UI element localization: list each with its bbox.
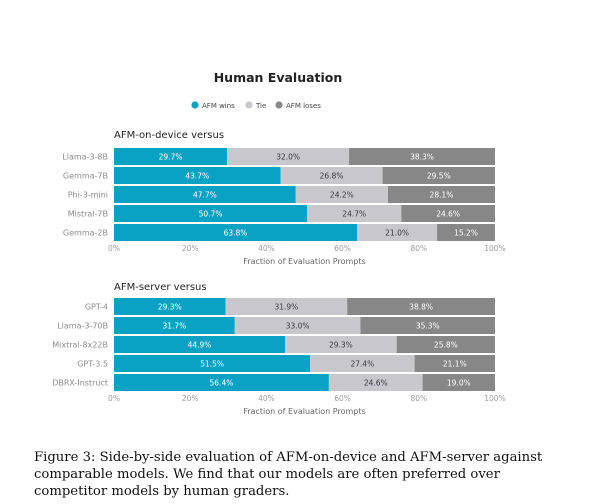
panel-server: AFM-server versus GPT-4 29.3% 31.9% 38.8% Ll…: [52, 282, 506, 416]
legend-marker-wins: [191, 101, 199, 109]
bar-segment-lose: [382, 167, 495, 184]
data-label: 63.8%: [224, 229, 248, 238]
tick-label: 40%: [258, 394, 275, 403]
bar-segment-win: [114, 224, 358, 241]
category-label: Mixtral-8x22B: [52, 341, 108, 350]
data-label: 47.7%: [193, 191, 217, 200]
data-label: 56.4%: [210, 379, 234, 388]
bar-segment-win: [114, 317, 235, 334]
bar-segment-tie: [285, 336, 397, 353]
tick-label: 0%: [108, 244, 120, 253]
bar-segment-win: [114, 298, 226, 315]
data-label: 29.7%: [159, 153, 183, 162]
data-label: 19.0%: [447, 379, 471, 388]
data-label: 24.6%: [436, 210, 460, 219]
bar-segment-tie: [234, 317, 361, 334]
tick-label: 100%: [484, 394, 505, 403]
legend-label-wins: AFM wins: [202, 102, 235, 110]
data-label: 26.8%: [320, 172, 344, 181]
chart-title: Human Evaluation: [214, 70, 343, 85]
data-label: 29.5%: [427, 172, 451, 181]
category-label: Llama-3-70B: [57, 322, 108, 331]
bar-segment-win: [114, 355, 311, 372]
data-label: 43.7%: [185, 172, 209, 181]
bar-segment-win: [114, 336, 286, 353]
data-label: 51.5%: [200, 360, 224, 369]
bar-segment-lose: [360, 317, 495, 334]
data-label: 24.2%: [330, 191, 354, 200]
category-label: GPT-3.5: [77, 360, 108, 369]
bar-segment-win: [114, 205, 308, 222]
data-label: 50.7%: [199, 210, 223, 219]
legend-label-loses: AFM loses: [286, 102, 321, 110]
data-label: 29.3%: [158, 303, 182, 312]
bar-segment-lose: [437, 224, 495, 241]
data-label: 15.2%: [454, 229, 478, 238]
tick-label: 40%: [258, 244, 275, 253]
panel-title: AFM-server versus: [114, 282, 207, 293]
panel-on-device: AFM-on-device versus Llama-3-8B 29.7% 32.0…: [62, 130, 505, 266]
data-label: 24.6%: [364, 379, 388, 388]
bar-segment-win: [114, 374, 329, 391]
x-axis-label: Fraction of Evaluation Prompts: [243, 407, 365, 416]
bar-segment-lose: [401, 205, 495, 222]
data-label: 44.9%: [188, 341, 212, 350]
data-label: 28.1%: [430, 191, 454, 200]
tick-label: 80%: [410, 244, 427, 253]
bar-segment-tie: [280, 167, 383, 184]
bar-segment-lose: [396, 336, 495, 353]
bar-segment-tie: [225, 298, 348, 315]
data-label: 32.0%: [276, 153, 300, 162]
legend-marker-loses: [275, 101, 283, 109]
bar-segment-tie: [295, 186, 388, 203]
bar-segment-lose: [349, 148, 495, 165]
bar-segment-tie: [310, 355, 415, 372]
data-label: 31.7%: [162, 322, 186, 331]
category-label: Mistral-7B: [68, 210, 108, 219]
evaluation-figure: Human Evaluation AFM wins Tie AFM loses …: [52, 70, 506, 416]
bar-segment-win: [114, 167, 281, 184]
data-label: 38.8%: [409, 303, 433, 312]
bar-segment-tie: [357, 224, 438, 241]
data-label: 25.8%: [434, 341, 458, 350]
tick-label: 20%: [182, 394, 199, 403]
data-label: 29.3%: [329, 341, 353, 350]
data-label: 24.7%: [342, 210, 366, 219]
data-label: 21.0%: [385, 229, 409, 238]
legend-label-tie: Tie: [255, 102, 266, 110]
data-label: 33.0%: [286, 322, 310, 331]
bar-segment-tie: [328, 374, 423, 391]
bar-segment-tie: [307, 205, 402, 222]
data-label: 35.3%: [416, 322, 440, 331]
category-label: Llama-3-8B: [62, 153, 108, 162]
tick-label: 20%: [182, 244, 199, 253]
bar-segment-tie: [227, 148, 350, 165]
data-label: 31.9%: [274, 303, 298, 312]
data-label: 21.1%: [443, 360, 467, 369]
tick-label: 100%: [484, 244, 505, 253]
bar-segment-lose: [414, 355, 495, 372]
category-label: Gemma-2B: [63, 229, 108, 238]
tick-label: 60%: [334, 394, 351, 403]
x-axis-label: Fraction of Evaluation Prompts: [243, 257, 365, 266]
category-label: GPT-4: [85, 303, 108, 312]
legend: AFM wins Tie AFM loses: [191, 101, 321, 110]
bar-segment-lose: [347, 298, 495, 315]
bar-segment-lose: [387, 186, 495, 203]
category-label: Phi-3-mini: [68, 191, 108, 200]
tick-label: 0%: [108, 394, 120, 403]
legend-marker-tie: [245, 101, 253, 109]
tick-label: 60%: [334, 244, 351, 253]
category-label: DBRX-Instruct: [52, 379, 108, 388]
bar-segment-lose: [422, 374, 495, 391]
bar-segment-win: [114, 148, 228, 165]
data-label: 38.3%: [410, 153, 434, 162]
tick-label: 80%: [410, 394, 427, 403]
panel-title: AFM-on-device versus: [114, 130, 224, 141]
figure-caption: Figure 3: Side-by-side evaluation of AFM…: [34, 450, 543, 499]
data-label: 27.4%: [350, 360, 374, 369]
bar-segment-win: [114, 186, 296, 203]
category-label: Gemma-7B: [63, 172, 108, 181]
